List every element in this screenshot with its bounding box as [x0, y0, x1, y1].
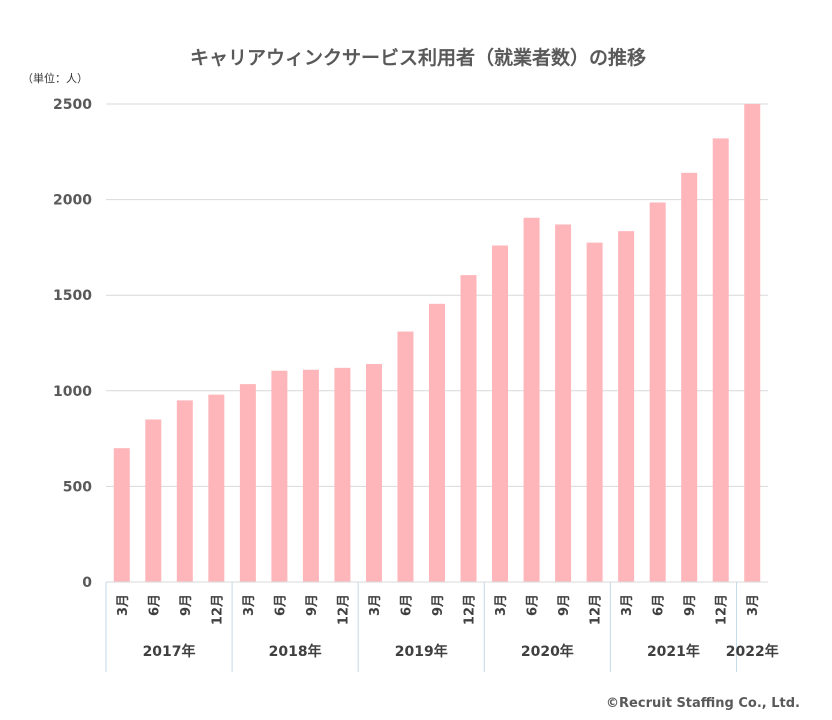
- x-tick-label: 3月: [494, 594, 509, 616]
- y-tick-label: 2000: [53, 193, 92, 209]
- bar: [145, 419, 162, 582]
- bar: [712, 138, 729, 582]
- y-tick-label: 500: [63, 479, 92, 495]
- x-tick-label: 3月: [116, 594, 131, 616]
- year-label: 2017年: [143, 643, 196, 660]
- x-tick-label: 3月: [368, 594, 383, 616]
- x-tick-label: 9月: [305, 594, 320, 616]
- bar: [460, 275, 477, 582]
- bars: [113, 104, 761, 582]
- y-tick-label: 1500: [53, 288, 92, 304]
- bar: [649, 202, 666, 582]
- x-tick-label: 6月: [399, 594, 414, 616]
- x-tick-label: 6月: [273, 594, 288, 616]
- y-tick-label: 0: [82, 575, 92, 591]
- labels: 0 500 1000 1500 2000 2500 3月 6月 9月 12月 3月 6月 9月 12月 3月…: [53, 97, 779, 660]
- bar: [365, 364, 382, 582]
- year-label: 2021年: [647, 643, 700, 660]
- y-tick-label: 1000: [53, 384, 92, 400]
- x-tick-label: 12月: [336, 594, 351, 625]
- bar: [523, 217, 540, 582]
- axes: [105, 581, 768, 672]
- bar: [429, 303, 445, 582]
- year-label: 2018年: [269, 643, 322, 660]
- unit-label: （単位：人）: [22, 71, 88, 85]
- x-tick-label: 9月: [179, 594, 194, 616]
- x-tick-label: 12月: [715, 594, 730, 625]
- bar: [239, 384, 256, 582]
- year-label: 2020年: [521, 643, 574, 660]
- x-tick-label: 6月: [147, 594, 162, 616]
- bar: [271, 370, 288, 582]
- x-tick-label: 6月: [652, 594, 667, 616]
- chart-title: キャリアウィンクサービス利用者（就業者数）の推移: [190, 46, 646, 69]
- bar: [681, 172, 698, 582]
- x-tick-label: 9月: [431, 594, 446, 616]
- x-tick-label: 9月: [557, 594, 572, 616]
- x-tick-label: 12月: [589, 594, 604, 625]
- x-tick-label: 12月: [210, 594, 225, 625]
- bar: [302, 369, 319, 582]
- bar: [586, 242, 603, 582]
- x-tick-label: 6月: [526, 594, 541, 616]
- bar: [618, 231, 635, 582]
- bar: [555, 224, 572, 582]
- bar: [334, 367, 351, 582]
- x-tick-label: 3月: [242, 594, 257, 616]
- bar: [397, 331, 414, 582]
- bar: [744, 104, 761, 582]
- x-tick-label: 9月: [683, 594, 698, 616]
- x-tick-label: 12月: [463, 594, 478, 625]
- year-label: 2022年: [726, 643, 779, 660]
- bar: [208, 394, 225, 582]
- x-tick-label: 3月: [620, 594, 635, 616]
- y-tick-label: 2500: [53, 97, 92, 113]
- year-label: 2019年: [395, 643, 448, 660]
- bar: [176, 400, 193, 582]
- bar: [113, 448, 130, 582]
- x-tick-label: 3月: [746, 594, 761, 616]
- copyright-text: ©Recruit Staffing Co., Ltd.: [606, 696, 800, 711]
- bar: [492, 245, 509, 582]
